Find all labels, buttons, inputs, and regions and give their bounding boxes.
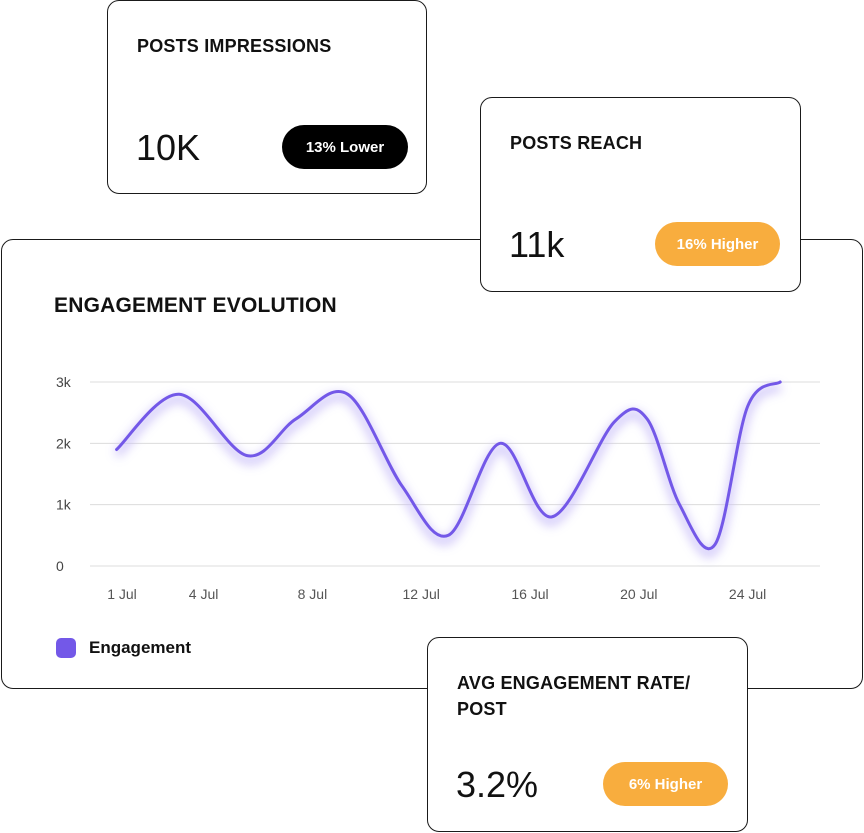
y-tick-label: 3k [56, 374, 72, 390]
avg-engagement-value: 3.2% [456, 764, 539, 805]
posts-reach-card: POSTS REACH 11k 16% Higher [480, 97, 801, 292]
legend-label-engagement: Engagement [89, 638, 192, 657]
x-tick-label: 24 Jul [729, 586, 766, 602]
y-tick-label: 0 [56, 558, 64, 574]
posts-impressions-title: POSTS IMPRESSIONS [137, 36, 332, 56]
posts-reach-value: 11k [509, 224, 565, 265]
y-tick-label: 1k [56, 497, 72, 513]
avg-engagement-card: AVG ENGAGEMENT RATE/ POST 3.2% 6% Higher [427, 637, 748, 832]
posts-impressions-value: 10K [136, 127, 201, 168]
engagement-series-line [115, 380, 782, 551]
engagement-chart: 3k 2k 1k 0 1 Jul 4 Jul 8 Jul 12 Jul 16 Jul 20 Ju… [56, 374, 820, 602]
engagement-evolution-card: ENGAGEMENT EVOLUTION 3k 2k 1k 0 1 Jul 4 Jul 8… [1, 239, 863, 689]
legend-swatch [56, 638, 76, 658]
chart-title: ENGAGEMENT EVOLUTION [54, 294, 337, 317]
engagement-line-shadow [113, 383, 783, 558]
x-tick-label: 4 Jul [189, 586, 219, 602]
x-tick-label: 1 Jul [107, 586, 137, 602]
posts-reach-badge: 16% Higher [655, 222, 780, 266]
avg-engagement-badge: 6% Higher [603, 762, 728, 806]
x-tick-label: 12 Jul [403, 586, 440, 602]
x-tick-label: 8 Jul [298, 586, 328, 602]
x-tick-label: 20 Jul [620, 586, 657, 602]
avg-engagement-title-line1: AVG ENGAGEMENT RATE/ [457, 673, 691, 693]
y-tick-label: 2k [56, 435, 72, 451]
chart-legend: Engagement [56, 638, 191, 658]
x-tick-label: 16 Jul [511, 586, 548, 602]
avg-engagement-title-line2: POST [457, 699, 507, 719]
posts-impressions-card: POSTS IMPRESSIONS 10K 13% Lower [107, 0, 427, 194]
posts-reach-title: POSTS REACH [510, 133, 643, 153]
posts-impressions-badge: 13% Lower [282, 125, 408, 169]
